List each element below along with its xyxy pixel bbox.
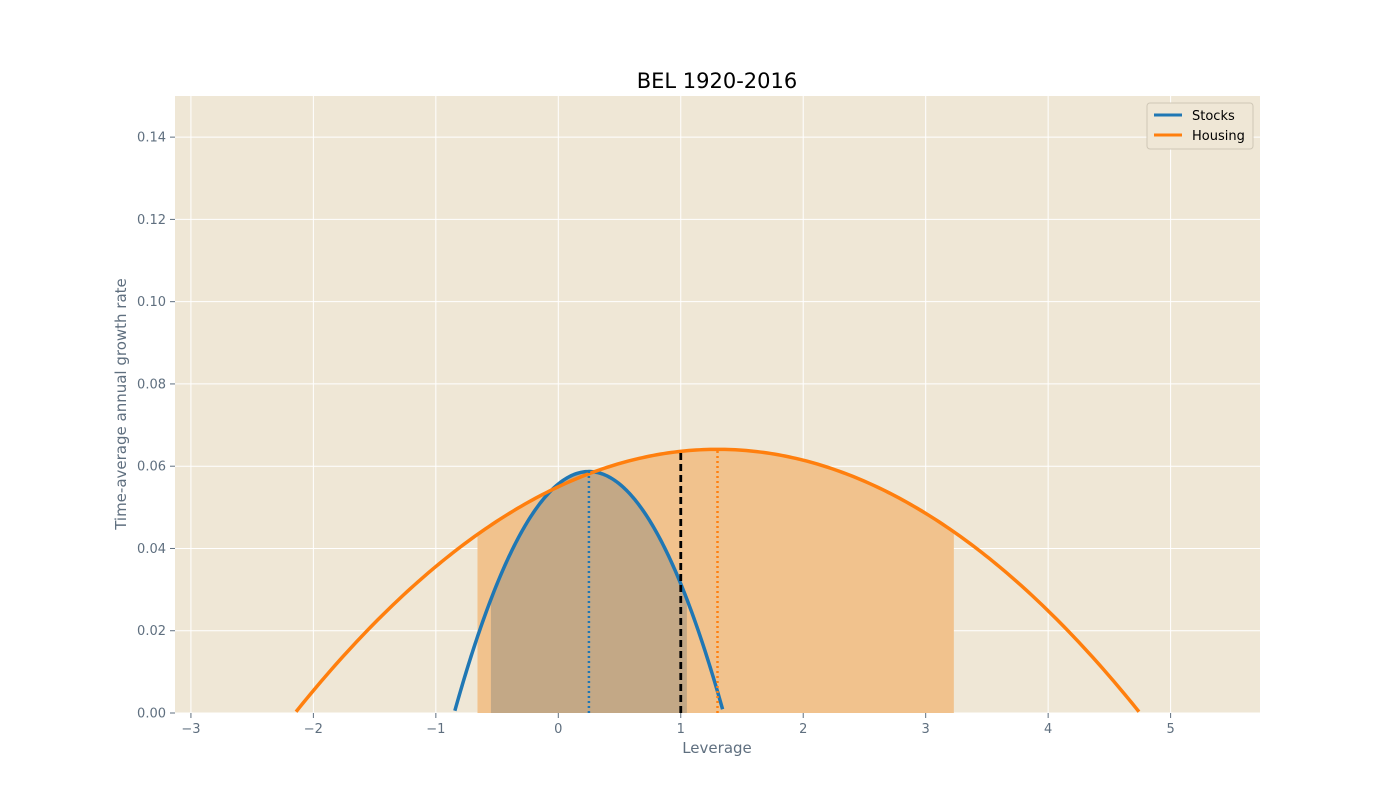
y-tick-label: 0.10 bbox=[137, 295, 166, 310]
series-line-housing bbox=[294, 447, 1141, 713]
y-tick-label: 0.14 bbox=[137, 131, 166, 146]
x-axis-label: Leverage bbox=[682, 739, 752, 757]
x-tick-label: 3 bbox=[922, 722, 930, 737]
x-tick-label: 5 bbox=[1166, 722, 1174, 737]
y-tick-label: 0.12 bbox=[137, 213, 166, 228]
axes: −3 −2 −1 0 1 2 3 4 5 0.00 0.02 0.04 0.06 0.08 0.10 0.12… bbox=[137, 131, 1175, 737]
x-tick-label: 1 bbox=[677, 722, 685, 737]
y-tick-label: 0.08 bbox=[137, 377, 166, 392]
y-tick-label: 0.06 bbox=[137, 460, 166, 475]
x-tick-label: 0 bbox=[554, 722, 562, 737]
y-tick-label: 0.02 bbox=[137, 624, 166, 639]
optimum-markers bbox=[587, 449, 719, 713]
legend-label-stocks: Stocks bbox=[1192, 109, 1235, 124]
y-tick-label: 0.04 bbox=[137, 542, 166, 557]
x-tick-label: −1 bbox=[426, 722, 445, 737]
legend-label-housing: Housing bbox=[1192, 129, 1245, 144]
x-tick-label: −2 bbox=[304, 722, 323, 737]
x-tick-label: 4 bbox=[1044, 722, 1052, 737]
legend: Stocks Housing bbox=[1146, 102, 1254, 150]
x-tick-label: −3 bbox=[181, 722, 200, 737]
x-tick-label: 2 bbox=[799, 722, 807, 737]
y-tick-label: 0.00 bbox=[137, 707, 166, 722]
chart-title: BEL 1920-2016 bbox=[637, 69, 798, 93]
y-axis-label: Time-average annual growth rate bbox=[112, 278, 130, 531]
